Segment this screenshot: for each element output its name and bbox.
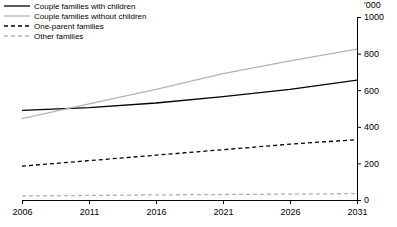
x-tick-label: 2011 (80, 207, 99, 217)
series-line (22, 194, 357, 196)
y-tick-mark (357, 127, 361, 128)
legend-swatch (4, 15, 30, 16)
x-tick-mark (290, 200, 291, 204)
x-tick-mark (89, 200, 90, 204)
legend-swatch (4, 35, 30, 36)
legend-label: Couple families with children (34, 2, 135, 11)
y-tick: 0 (357, 195, 369, 205)
y-tick-mark (357, 163, 361, 164)
y-tick-label: 600 (364, 86, 379, 96)
y-tick-mark (357, 200, 361, 201)
legend-swatch (4, 5, 30, 6)
chart: 2006 2011 2016 2021 2026 2031 0 200 400 600 800 100… (0, 0, 397, 227)
x-axis-line (23, 200, 358, 201)
legend-label: Couple families without children (34, 12, 147, 21)
x-tick-label: 2026 (280, 207, 300, 217)
x-tick: 2011 (80, 200, 99, 217)
x-tick: 2016 (146, 200, 166, 217)
x-axis: 2006 2011 2016 2021 2026 2031 (12, 200, 367, 217)
y-tick: 800 (357, 49, 379, 59)
x-tick-label: 2031 (347, 207, 367, 217)
series-line (22, 140, 357, 167)
x-tick-mark (156, 200, 157, 204)
y-tick: 200 (357, 159, 379, 169)
y-tick-label: 200 (364, 159, 379, 169)
y-tick-mark (357, 17, 361, 18)
x-tick-mark (223, 200, 224, 204)
x-tick: 2026 (280, 200, 300, 217)
y-tick: 600 (357, 86, 379, 96)
x-tick-label: 2016 (146, 207, 166, 217)
plot-lines (22, 49, 357, 196)
y-tick-label: 0 (364, 195, 369, 205)
legend-label: Other families (34, 32, 83, 41)
y-tick-label: 400 (364, 122, 379, 132)
y-axis-label: '000 (364, 0, 381, 10)
x-tick-label: 2021 (213, 207, 233, 217)
y-axis: 0 200 400 600 800 1000 (357, 12, 384, 205)
legend: Couple families with childrenCouple fami… (4, 2, 147, 41)
legend-label: One-parent families (34, 22, 104, 31)
x-tick: 2006 (12, 200, 32, 217)
series-line (22, 49, 357, 119)
y-tick-label: 800 (364, 49, 379, 59)
series-line (22, 80, 357, 110)
y-tick: 1000 (357, 12, 384, 22)
y-axis-line (357, 18, 358, 201)
y-tick: 400 (357, 122, 379, 132)
y-tick-label: 1000 (364, 12, 384, 22)
y-tick-mark (357, 90, 361, 91)
x-tick: 2021 (213, 200, 233, 217)
x-tick-mark (22, 200, 23, 204)
legend-swatch (4, 25, 30, 26)
y-tick-mark (357, 54, 361, 55)
x-tick-label: 2006 (12, 207, 32, 217)
